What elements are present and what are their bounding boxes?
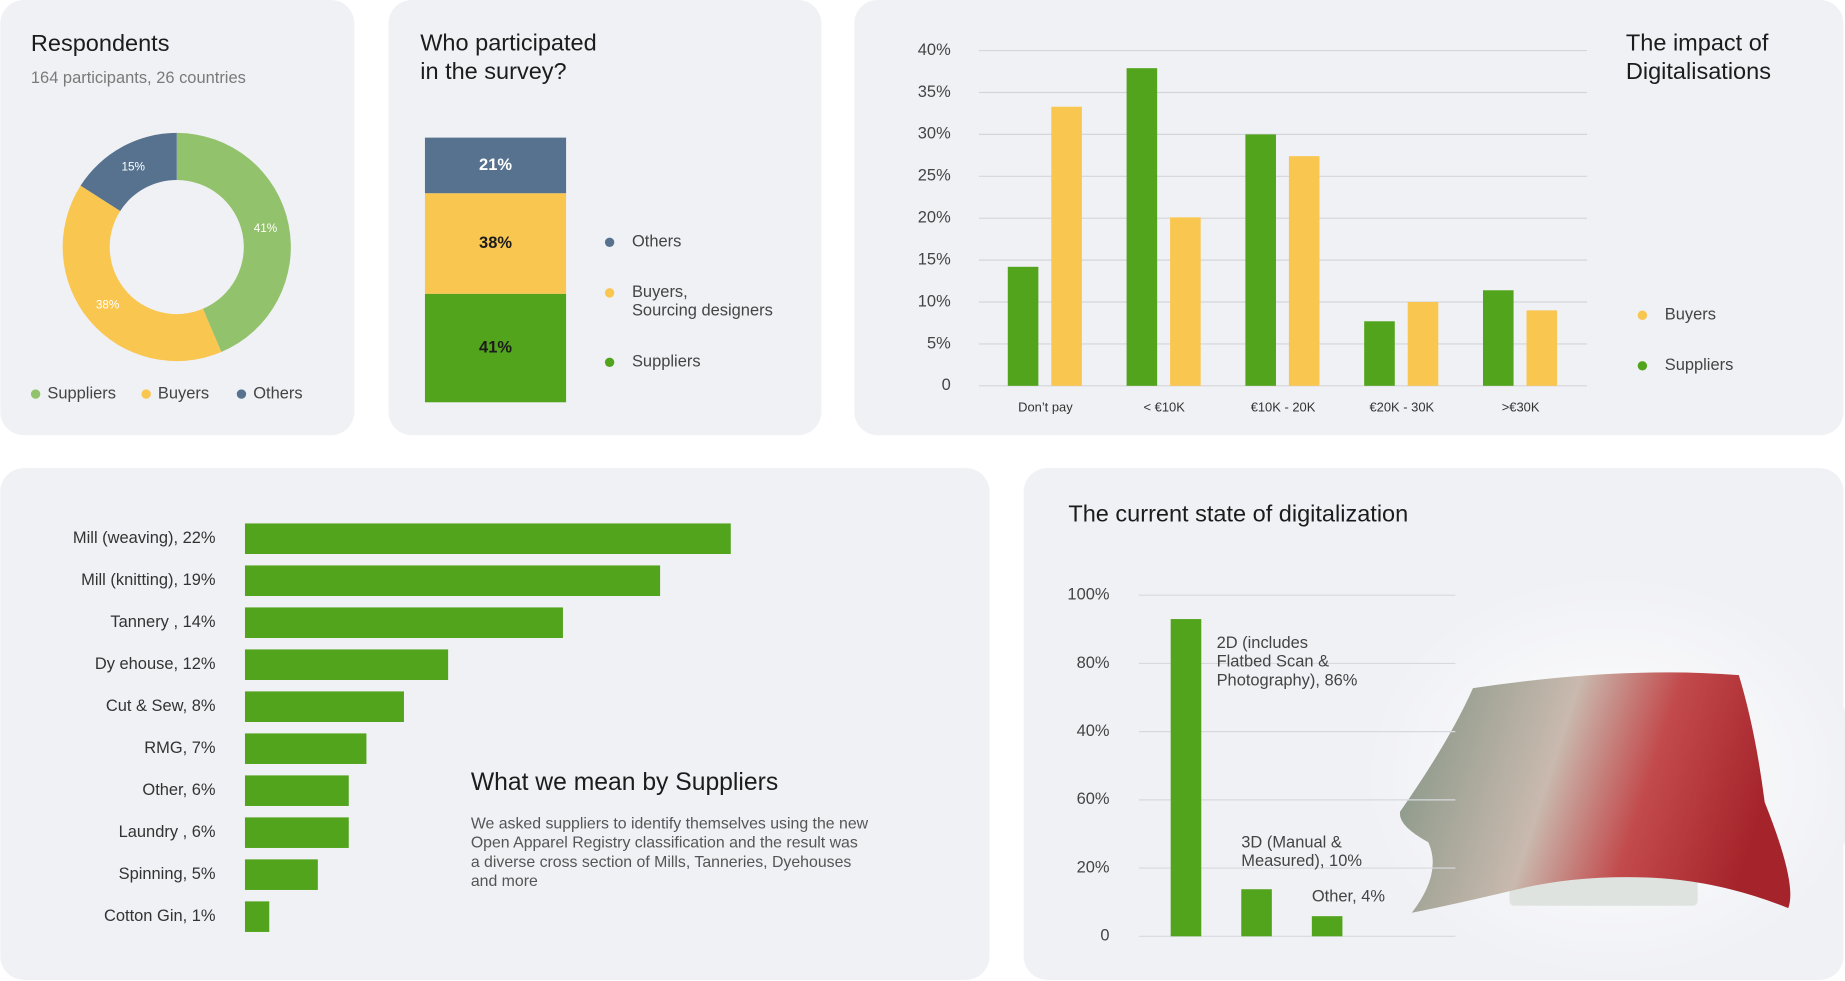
bar-label: 3D (Manual & Measured), 10% [1241, 834, 1362, 871]
panel-title: Who participated in the survey? [420, 30, 603, 84]
bar [1051, 106, 1082, 386]
slice-label: 15% [121, 161, 145, 174]
y-tick-label: 15% [918, 250, 951, 268]
legend-label: Others [253, 384, 302, 402]
panel [0, 0, 355, 436]
bar [1241, 889, 1272, 937]
legend-marker [604, 288, 615, 298]
y-tick-label: 10% [918, 292, 951, 310]
legend-label: Buyers [158, 384, 209, 402]
category-label: Cotton Gin, 1% [104, 907, 216, 925]
panel [0, 468, 990, 980]
bar [244, 649, 449, 680]
bar [244, 817, 349, 848]
annotation-title: What we mean by Suppliers [471, 769, 778, 796]
y-tick-label: 35% [918, 83, 951, 101]
bar [1126, 68, 1158, 386]
legend-marker [236, 389, 247, 399]
category-label: Spinning, 5% [119, 865, 216, 883]
x-tick-label: €20K - 30K [1369, 400, 1434, 415]
segment-label: 21% [479, 156, 512, 174]
category-label: Tannery , 14% [110, 613, 216, 631]
y-tick-label: 60% [1077, 790, 1110, 808]
legend-marker [30, 389, 41, 399]
panel-title: The current state of digitalization [1068, 500, 1408, 526]
y-tick-label: 0 [1100, 927, 1109, 945]
y-tick-label: 100% [1067, 586, 1109, 604]
x-tick-label: Don’t pay [1018, 400, 1073, 415]
bar [1007, 266, 1039, 386]
y-tick-label: 80% [1077, 654, 1110, 672]
bar [1364, 321, 1395, 386]
cloth-image [1399, 672, 1791, 913]
bar [244, 733, 367, 764]
annotation-text: We asked suppliers to identify themselve… [471, 816, 873, 891]
slice-label: 38% [96, 299, 120, 312]
category-label: Other, 6% [142, 781, 216, 799]
donut-slice [80, 132, 177, 211]
category-label: Dy ehouse, 12% [95, 655, 216, 673]
bar [1407, 302, 1439, 386]
bar [244, 901, 270, 932]
panel-title: The impact of Digitalisations [1626, 30, 1775, 84]
bar-segment [424, 293, 567, 403]
category-label: Laundry , 6% [119, 823, 216, 841]
bar [1526, 310, 1558, 386]
donut-slice [62, 185, 222, 362]
bar [1482, 290, 1514, 386]
bar [1245, 134, 1276, 386]
panel-subtitle: 164 participants, 26 countries [31, 69, 246, 87]
legend-marker [604, 357, 615, 367]
y-tick-label: 40% [918, 41, 951, 59]
y-tick-label: 5% [927, 334, 951, 352]
legend-label: Buyers, Sourcing designers [632, 283, 773, 320]
bar [1288, 156, 1320, 386]
bar-label: 2D (includes Flatbed Scan & Photography)… [1217, 634, 1358, 690]
bar-segment [424, 193, 567, 294]
y-tick-label: 40% [1077, 722, 1110, 740]
legend-label: Suppliers [1665, 356, 1734, 374]
panel-title: Respondents [31, 30, 170, 56]
bar [244, 607, 563, 639]
y-tick-label: 20% [1077, 858, 1110, 876]
legend-marker [604, 237, 615, 248]
category-label: RMG, 7% [144, 739, 216, 757]
legend-marker [141, 389, 151, 399]
slice-label: 41% [254, 222, 278, 235]
category-label: Mill (weaving), 22% [73, 529, 216, 547]
legend-marker [1637, 310, 1648, 320]
bar-label: Other, 4% [1312, 888, 1386, 906]
segment-label: 38% [479, 234, 512, 252]
legend-marker [1637, 361, 1648, 371]
bar [244, 691, 404, 722]
bar [1311, 916, 1343, 937]
bar-segment [424, 137, 567, 194]
legend-label: Suppliers [632, 353, 701, 371]
bar [1170, 217, 1201, 386]
segment-label: 41% [479, 338, 512, 356]
bar [244, 859, 318, 890]
x-tick-label: >€30K [1502, 400, 1540, 415]
bar [244, 523, 731, 555]
donut-slice [176, 132, 291, 353]
y-tick-label: 30% [918, 125, 951, 143]
category-label: Cut & Sew, 8% [106, 697, 216, 715]
bar [244, 775, 349, 806]
x-tick-label: €10K - 20K [1251, 400, 1316, 415]
legend-label: Buyers [1665, 306, 1716, 324]
legend-label: Others [632, 233, 681, 251]
legend-label: Suppliers [47, 384, 116, 402]
category-label: Mill (knitting), 19% [81, 571, 216, 589]
y-tick-label: 25% [918, 167, 951, 185]
bar [1170, 619, 1202, 937]
y-tick-label: 20% [918, 209, 951, 227]
y-tick-label: 0 [942, 376, 951, 394]
x-tick-label: < €10K [1144, 400, 1186, 415]
bar [244, 565, 661, 597]
